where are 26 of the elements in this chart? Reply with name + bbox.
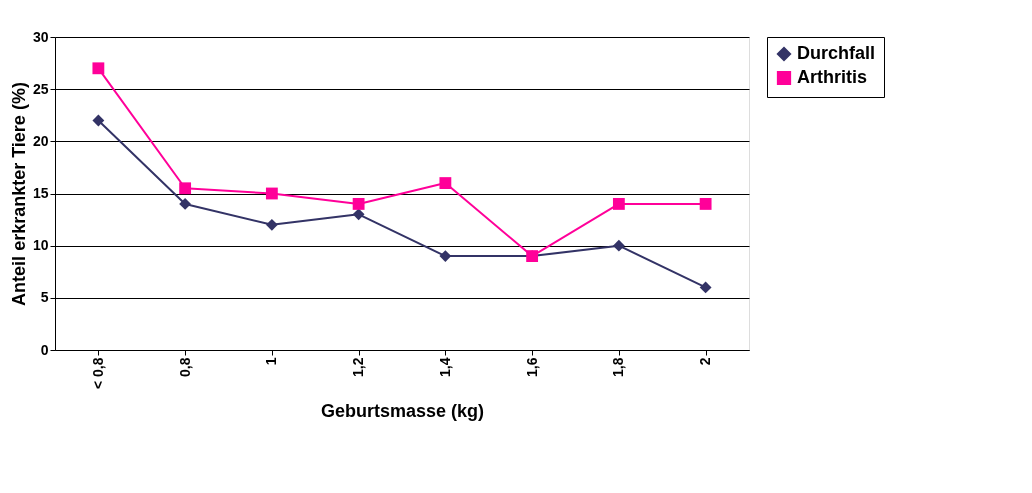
point	[179, 198, 192, 210]
point	[612, 239, 625, 252]
x-tick-label: 0,8	[176, 357, 193, 377]
point	[179, 182, 192, 195]
x-axis-title: Geburtsmasse (kg)	[320, 401, 485, 422]
y-tick-label: 30	[32, 28, 49, 45]
point	[612, 198, 625, 210]
y-tick-label: 20	[32, 132, 49, 149]
x-tick-label: < 0,8	[89, 357, 106, 390]
y-tick-label: 25	[32, 80, 49, 97]
x-tick-label: 1,2	[350, 357, 367, 377]
point	[265, 218, 278, 231]
y-axis-title: Anteil erkrankter Tiere (%)	[8, 82, 29, 306]
legend-label: Durchfall	[797, 43, 876, 63]
x-tick-label: 1,4	[436, 357, 453, 377]
y-tick-label: 5	[40, 289, 49, 306]
y-tick-label: 10	[32, 237, 49, 254]
legend-label: Arthritis	[797, 67, 868, 87]
point	[439, 250, 452, 263]
x-tick-label: 1,8	[610, 357, 627, 377]
x-tick-label: 1	[263, 357, 280, 366]
x-tick-label: 2	[697, 357, 714, 366]
y-tick-label: 15	[32, 185, 49, 201]
point	[265, 187, 278, 200]
x-tick-label: 1,6	[523, 357, 540, 377]
y-tick-label: 0	[40, 341, 49, 358]
